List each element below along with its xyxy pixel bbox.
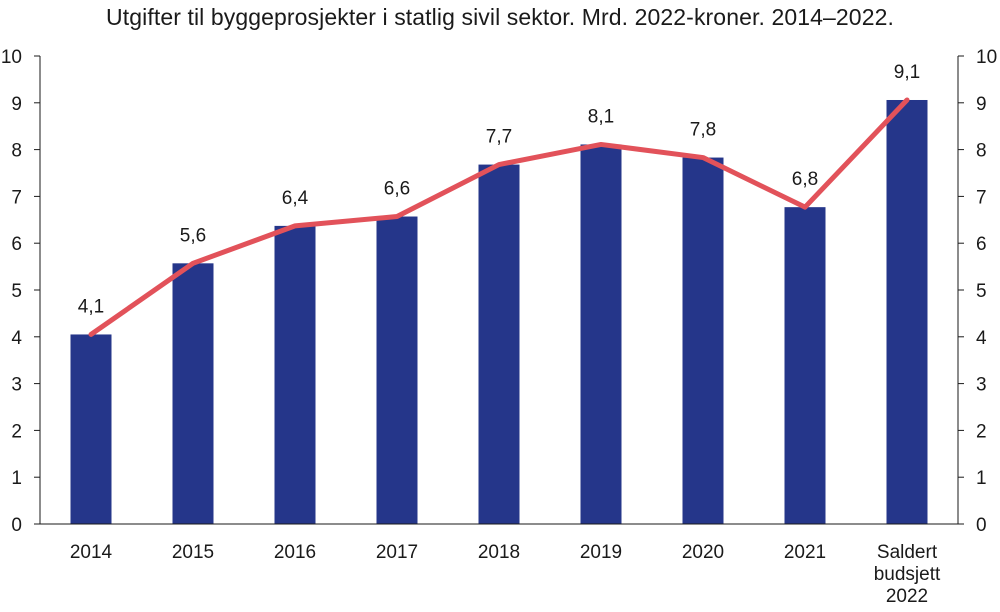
x-tick-label-line: 2022 — [886, 586, 928, 607]
y-tick-label-right: 1 — [976, 468, 987, 489]
y-tick-label-right: 2 — [976, 421, 987, 442]
chart-title: Utgifter til byggeprosjekter i statlig s… — [106, 4, 894, 30]
x-tick-label-line: 2015 — [172, 542, 214, 563]
bar — [478, 164, 520, 525]
y-tick-label-left: 0 — [11, 515, 22, 536]
y-axis-left: 0 1 2 3 4 5 6 7 8 9 10 — [1, 47, 41, 536]
y-tick-label-right: 5 — [976, 281, 987, 302]
data-label: 9,1 — [894, 62, 920, 83]
x-tick-label-line: 2016 — [274, 542, 316, 563]
x-tick-label: Saldert budsjett 2022 — [874, 542, 941, 607]
y-tick-label-right: 0 — [976, 515, 987, 536]
bar — [70, 334, 112, 524]
data-label: 6,8 — [792, 169, 818, 190]
x-tick-label: 2021 — [784, 542, 826, 563]
y-tick-label-left: 10 — [1, 47, 22, 68]
x-tick-label: 2019 — [580, 542, 622, 563]
data-labels: 4,1 5,6 6,4 6,6 7,7 8,1 7,8 6,8 9,1 — [78, 62, 920, 317]
bar — [580, 144, 622, 524]
y-tick-label-left: 3 — [11, 375, 22, 396]
x-tick-label: 2014 — [70, 542, 113, 563]
y-tick-label-right: 3 — [976, 375, 987, 396]
x-tick-label: 2016 — [274, 542, 316, 563]
y-tick-label-right: 7 — [976, 187, 987, 208]
x-tick-label-line: Saldert — [877, 542, 938, 563]
y-tick-label-right: 10 — [976, 47, 997, 68]
y-tick-label-left: 5 — [11, 281, 22, 302]
x-tick-label: 2018 — [478, 542, 520, 563]
x-tick-label: 2015 — [172, 542, 214, 563]
y-tick-label-left: 6 — [11, 234, 22, 255]
y-tick-label-right: 9 — [976, 94, 987, 115]
y-tick-label-left: 2 — [11, 421, 22, 442]
x-axis-categories: 2014 2015 2016 2017 2018 2019 2020 2021 Saldert b… — [70, 542, 941, 607]
bar — [172, 263, 214, 524]
y-tick-label-right: 8 — [976, 141, 987, 162]
data-label: 4,1 — [78, 296, 104, 317]
x-tick-label-line: budsjett — [874, 564, 941, 585]
bar — [682, 157, 724, 524]
bar-series — [70, 99, 928, 525]
data-label: 7,7 — [486, 127, 512, 148]
y-tick-label-right: 6 — [976, 234, 987, 255]
line-series — [88, 97, 910, 337]
y-tick-label-left: 4 — [11, 328, 22, 349]
y-tick-label-right: 4 — [976, 328, 987, 349]
bar — [376, 216, 418, 525]
bar — [886, 99, 928, 524]
x-tick-label-line: 2018 — [478, 542, 520, 563]
x-tick-label-line: 2020 — [682, 542, 724, 563]
data-label: 5,6 — [180, 225, 206, 246]
bar — [784, 207, 826, 524]
data-label: 7,8 — [690, 120, 716, 141]
y-tick-label-left: 1 — [11, 468, 22, 489]
x-tick-label-line: 2017 — [376, 542, 418, 563]
x-tick-label-line: 2019 — [580, 542, 622, 563]
data-label: 6,6 — [384, 179, 410, 200]
x-tick-label: 2020 — [682, 542, 724, 563]
y-tick-label-left: 8 — [11, 141, 22, 162]
data-label: 6,4 — [282, 188, 309, 209]
series-line — [88, 97, 910, 337]
y-axis-right: 0 1 2 3 4 5 6 7 8 9 10 — [957, 47, 997, 536]
y-tick-label-left: 7 — [11, 187, 22, 208]
x-tick-label-line: 2014 — [70, 542, 113, 563]
x-tick-label: 2017 — [376, 542, 418, 563]
bar — [274, 225, 316, 524]
data-label: 8,1 — [588, 106, 614, 127]
y-tick-label-left: 9 — [11, 94, 22, 115]
x-tick-label-line: 2021 — [784, 542, 826, 563]
